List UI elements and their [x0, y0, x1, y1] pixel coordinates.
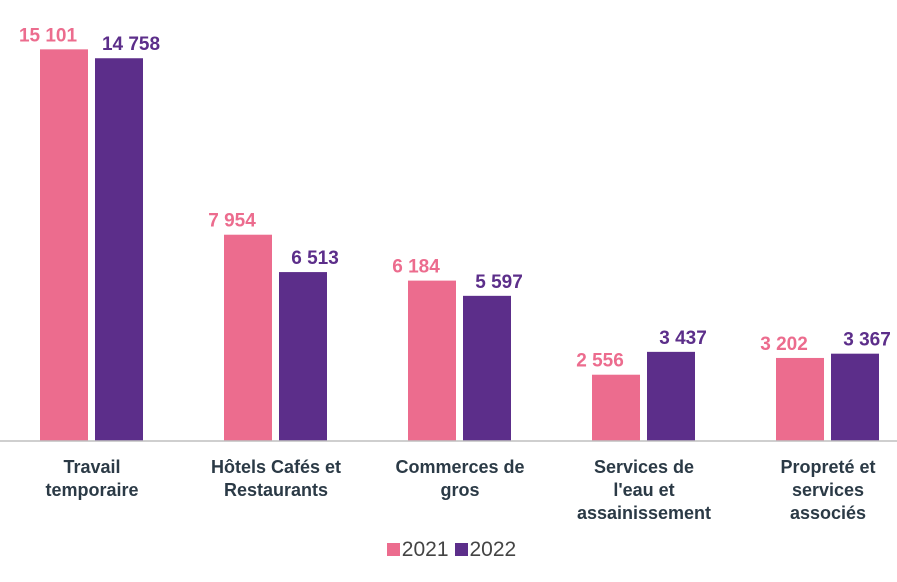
legend-label: 2022	[469, 538, 517, 561]
x-tick-label: Travail temporaire	[45, 457, 139, 500]
bar	[95, 58, 143, 441]
value-label: 14 758	[102, 34, 160, 55]
value-label: 3 437	[659, 328, 707, 349]
bar	[279, 272, 327, 441]
bar	[40, 49, 88, 441]
bar	[463, 295, 511, 441]
x-tick-label: Hôtels Cafés et Restaurants	[210, 457, 342, 500]
x-tick-label: Commerces de gros	[395, 457, 525, 500]
bar	[592, 374, 640, 441]
legend-swatch	[454, 543, 468, 556]
legend: 2021 2022	[0, 538, 897, 562]
bar	[647, 351, 695, 441]
x-tick-label: Services de l'eau et assainissement	[576, 457, 712, 523]
value-label: 5 597	[475, 272, 523, 293]
value-label: 6 513	[291, 248, 339, 269]
bar	[776, 357, 824, 441]
value-label: 3 367	[843, 330, 891, 351]
legend-swatch	[386, 543, 400, 556]
value-label: 15 101	[19, 25, 78, 46]
value-label: 6 184	[392, 257, 440, 278]
value-label: 7 954	[208, 211, 256, 232]
x-tick-label: Propreté et services associés	[780, 457, 876, 523]
bar	[408, 280, 456, 441]
bar	[224, 234, 272, 441]
legend-label: 2021	[401, 538, 449, 561]
bar	[831, 353, 879, 441]
value-label: 2 556	[576, 351, 624, 372]
value-label: 3 202	[760, 334, 808, 355]
